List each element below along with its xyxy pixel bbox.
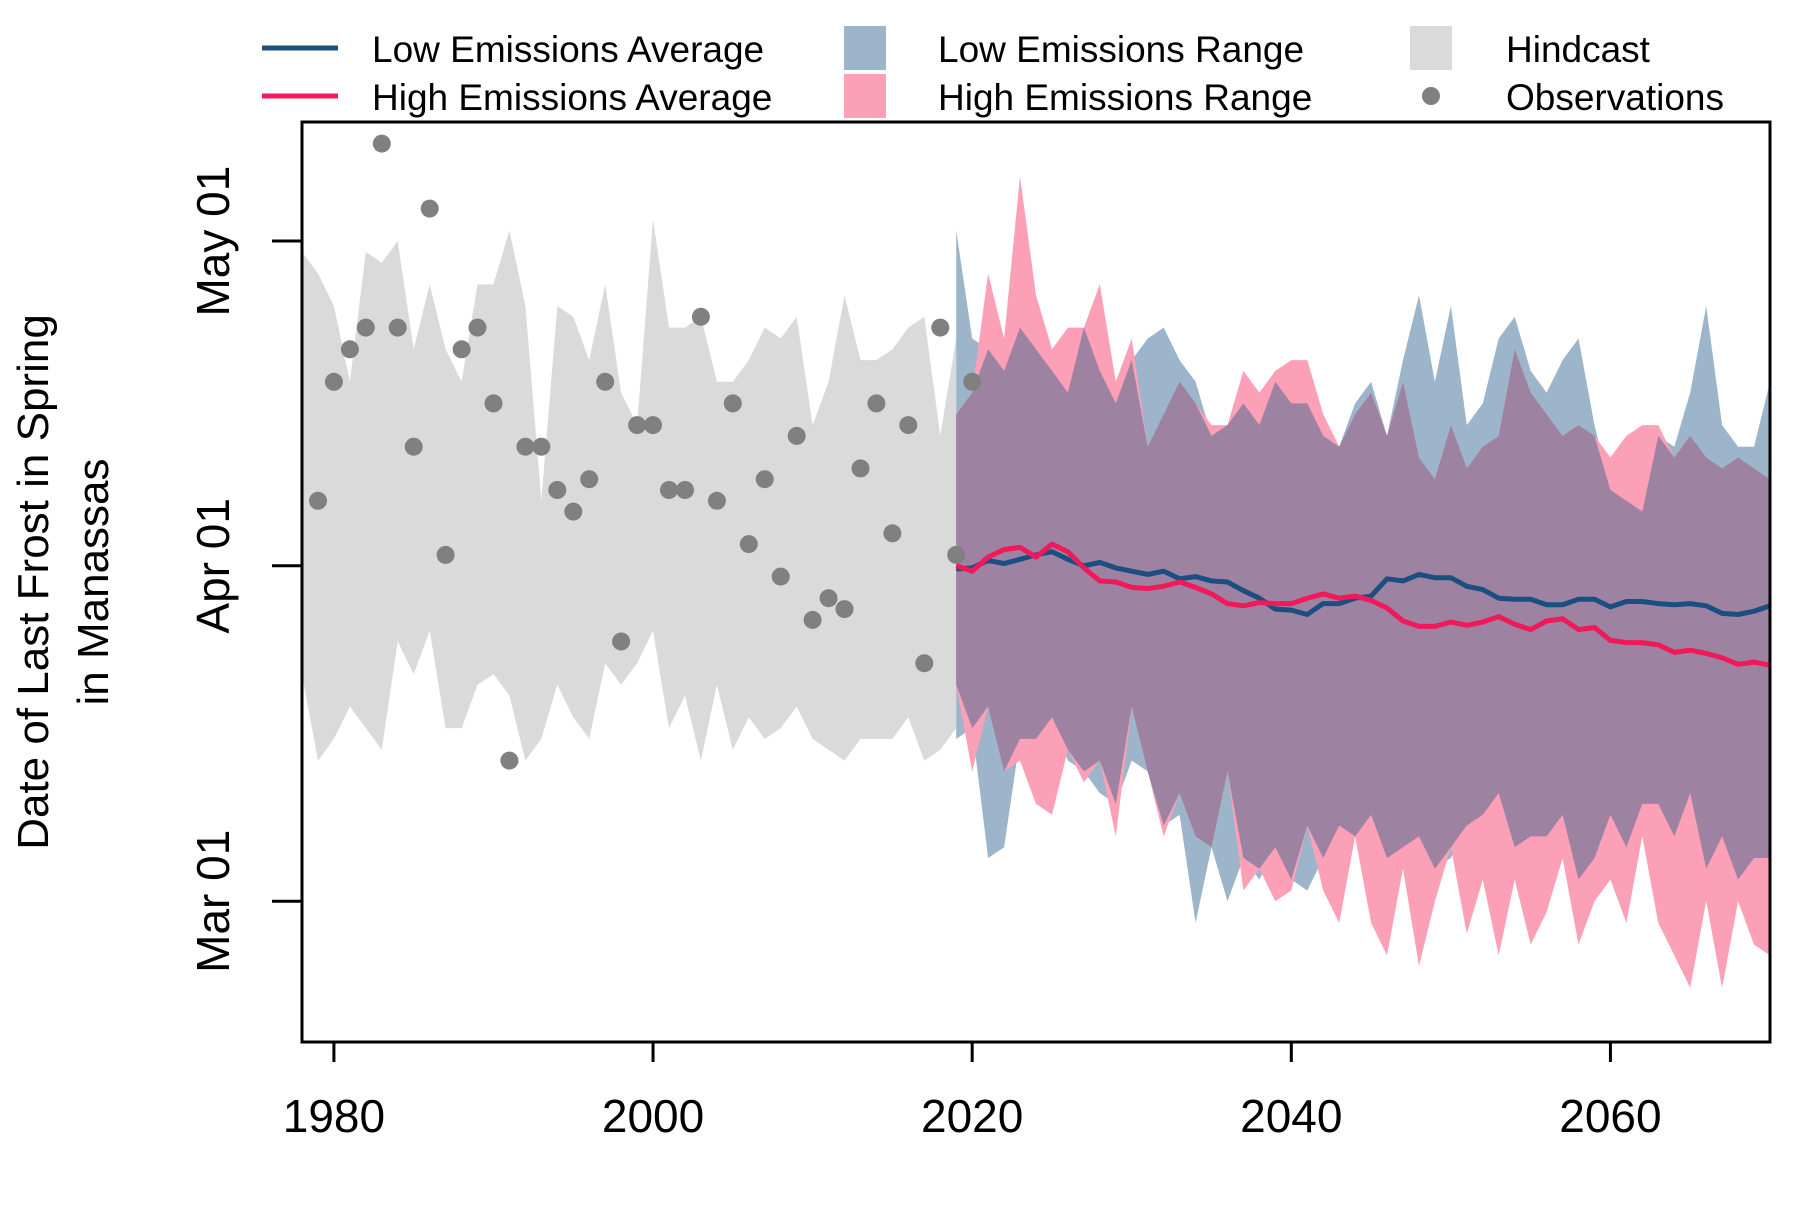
observation-point bbox=[500, 751, 519, 770]
y-tick-label: Mar 01 bbox=[187, 830, 239, 973]
observation-point bbox=[580, 470, 599, 489]
y-axis-title-line1: Date of Last Frost in Spring bbox=[9, 314, 58, 850]
plot-frame bbox=[300, 120, 1772, 1044]
y-axis: Mar 01 Apr 01 May 01 bbox=[187, 166, 302, 973]
legend-label-low-range: Low Emissions Range bbox=[938, 29, 1304, 70]
legend-swatch-high-range bbox=[844, 74, 886, 118]
x-tick-label: 1980 bbox=[283, 1090, 385, 1142]
observation-point bbox=[324, 372, 343, 391]
legend-label-high-range: High Emissions Range bbox=[938, 77, 1312, 118]
legend-swatch-low-range bbox=[844, 26, 886, 70]
observation-point bbox=[436, 545, 455, 564]
legend-label-hindcast: Hindcast bbox=[1506, 29, 1651, 70]
y-tick-label: Apr 01 bbox=[187, 498, 239, 634]
legend-swatch-observations bbox=[1422, 87, 1440, 105]
observation-point bbox=[516, 437, 535, 456]
x-tick-label: 2020 bbox=[921, 1090, 1023, 1142]
observation-point bbox=[691, 307, 710, 326]
observation-point bbox=[915, 654, 934, 673]
observation-point bbox=[803, 610, 822, 629]
observation-point bbox=[548, 481, 567, 499]
legend-label-high-average: High Emissions Average bbox=[372, 77, 772, 118]
observation-point bbox=[468, 318, 487, 337]
x-tick-label: 2060 bbox=[1559, 1090, 1661, 1142]
range-overlap-band bbox=[956, 327, 1770, 880]
x-tick-label: 2040 bbox=[1240, 1090, 1342, 1142]
observation-point bbox=[388, 318, 407, 337]
observation-point bbox=[484, 394, 503, 413]
observation-point bbox=[660, 481, 678, 499]
observation-point bbox=[612, 632, 631, 651]
observation-point bbox=[356, 318, 375, 337]
observation-point bbox=[835, 600, 854, 619]
observation-point bbox=[739, 535, 758, 554]
y-axis-title-line2: in Manassas bbox=[69, 458, 118, 705]
observation-point bbox=[628, 416, 647, 435]
observation-point bbox=[883, 524, 902, 543]
observation-points bbox=[309, 134, 982, 770]
observation-point bbox=[404, 437, 423, 456]
range-fills bbox=[302, 176, 1770, 988]
observation-point bbox=[899, 416, 918, 435]
plot-area bbox=[302, 134, 1770, 988]
observation-point bbox=[340, 340, 359, 359]
x-axis: 1980 2000 2020 2040 2060 bbox=[283, 1042, 1662, 1142]
observation-point bbox=[819, 589, 838, 608]
observation-point bbox=[532, 437, 551, 456]
observation-point bbox=[676, 481, 694, 499]
observation-point bbox=[372, 134, 391, 153]
observation-point bbox=[963, 372, 982, 391]
observation-point bbox=[420, 199, 439, 218]
observation-point bbox=[851, 459, 870, 478]
observation-point bbox=[931, 318, 950, 337]
legend-label-low-average: Low Emissions Average bbox=[372, 29, 764, 70]
average-lines bbox=[955, 541, 1770, 668]
observation-point bbox=[867, 394, 886, 413]
observation-point bbox=[596, 372, 615, 391]
observation-point bbox=[644, 416, 662, 435]
observation-point bbox=[947, 545, 966, 564]
observation-point bbox=[564, 502, 583, 521]
legend-swatch-hindcast bbox=[1410, 26, 1452, 70]
observation-point bbox=[309, 491, 327, 510]
y-tick-label: May 01 bbox=[187, 166, 239, 317]
hindcast-band bbox=[302, 219, 957, 761]
observation-point bbox=[771, 567, 790, 586]
observation-point bbox=[452, 340, 471, 359]
observation-point bbox=[707, 491, 726, 510]
high-emissions-average-line bbox=[955, 541, 1770, 668]
legend-label-observations: Observations bbox=[1506, 77, 1724, 118]
observation-point bbox=[723, 394, 742, 413]
observation-point bbox=[755, 470, 774, 489]
legend: Low Emissions Average High Emissions Ave… bbox=[262, 26, 1724, 118]
observation-point bbox=[787, 426, 806, 445]
x-tick-label: 2000 bbox=[602, 1090, 704, 1142]
